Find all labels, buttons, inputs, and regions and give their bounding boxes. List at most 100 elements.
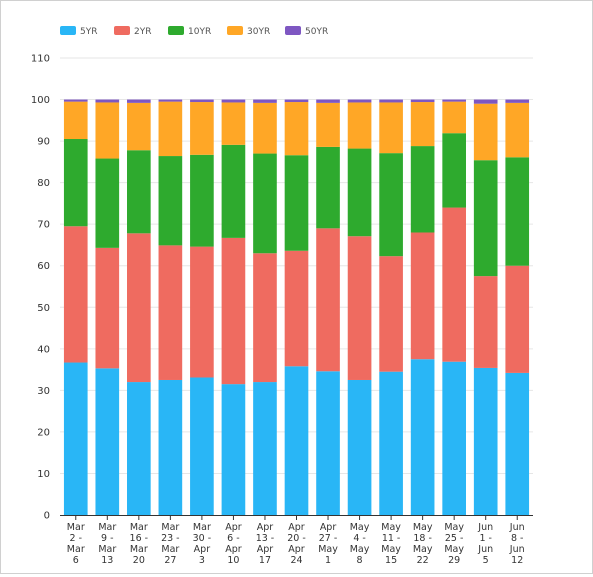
x-tick-label: Mar 30 -Apr 3 [193,522,212,566]
x-tick-label-line: 16 - [130,533,149,544]
bar-segment-10yr [284,155,309,251]
legend-swatch-10yr [168,26,184,35]
x-tick-label: May 18 -May 22 [413,522,433,566]
chart-legend: 5YR 2YR 10YR 30YR 50YR [60,26,328,37]
x-tick-label: Mar 9 -Mar 13 [98,522,116,566]
legend-swatch-2yr [114,26,130,35]
x-tick-label-line: Apr [194,544,211,555]
y-tick-label: 100 [31,95,50,106]
x-tick-label-line: Apr [225,544,242,555]
x-tick-label-line: Mar [193,522,211,533]
x-tick-label-line: 13 - [256,533,275,544]
bar-stack [379,99,403,515]
x-tick-label: Apr 6 -Apr 10 [225,522,242,566]
bar-stack [253,99,277,515]
x-tick-label-line: May [350,522,370,533]
bar-segment-10yr [190,154,214,247]
x-tick-label-line: May [350,544,370,555]
y-tick-label: 70 [37,220,50,231]
legend-swatch-50yr [285,26,301,35]
bar-segment-10yr [63,139,88,227]
bar-segment-50yr [379,99,403,103]
bar-segment-5yr [505,372,530,515]
bar-segment-2yr [379,256,403,372]
x-tick-label: May 11 -May 15 [381,522,401,566]
bar-segment-5yr [442,361,466,515]
bar-segment-30yr [442,101,466,134]
y-tick-label: 0 [44,511,50,522]
bar-segment-2yr [158,245,183,380]
x-tick-label-line: Mar [161,522,179,533]
y-tick-label: 90 [37,137,50,148]
x-tick-label-line: May [413,522,433,533]
y-tick-label: 30 [37,386,50,397]
legend-swatch-30yr [227,26,243,35]
x-tick-label-line: 11 - [382,533,401,544]
bar-segment-50yr [95,99,120,103]
bar-segment-10yr [221,144,246,238]
bar-segment-5yr [410,359,435,515]
bar-segment-2yr [442,207,466,362]
bar-segment-50yr [347,99,372,103]
x-tick-label-line: 12 [511,555,523,566]
x-tick-label: Mar 16 -Mar 20 [130,522,149,566]
bar-segment-5yr [316,371,340,515]
bar-stack [63,99,88,515]
bar-segment-10yr [379,153,403,257]
x-tick-label: Jun 8 -Jun 12 [509,522,525,566]
x-tick-label-line: May [413,544,433,555]
bar-segment-2yr [221,237,246,385]
x-tick-label-line: Mar [130,544,148,555]
x-tick-label-line: 17 [259,555,271,566]
bar-stack [221,99,246,515]
x-tick-label-line: Mar [98,544,116,555]
bar-segment-2yr [253,253,277,383]
bar-segment-10yr [158,156,183,246]
bar-segment-5yr [253,382,277,515]
x-tick-label-line: 13 [101,555,113,566]
y-tick-label: 60 [37,261,50,272]
x-tick-label-line: 30 - [193,533,212,544]
bar-segment-30yr [158,101,183,157]
bar-segment-5yr [221,384,246,515]
x-tick-label-line: 9 - [101,533,114,544]
bar-segment-5yr [127,382,151,515]
bar-segment-50yr [63,99,88,102]
bar-segment-30yr [410,102,435,147]
bar-segment-2yr [95,247,120,369]
x-tick-label: Apr 13 -Apr 17 [256,522,275,566]
x-tick-label-line: Mar [130,522,148,533]
bar-stack [442,99,466,515]
y-tick-label: 20 [37,427,50,438]
y-tick-label: 110 [31,54,50,65]
x-tick-label-line: 8 - [511,533,524,544]
bar-segment-2yr [190,246,214,378]
x-tick-label: Jun 1 -Jun 5 [477,522,493,566]
x-tick-label-line: 27 [164,555,176,566]
bar-segment-30yr [379,102,403,154]
bar-segment-30yr [127,102,151,151]
x-tick-label-line: 5 [483,555,489,566]
x-tick-label-line: Mar [67,544,85,555]
x-tick-label-line: 6 [73,555,79,566]
x-tick-label-line: May [444,544,464,555]
bar-segment-10yr [127,150,151,234]
bar-segment-50yr [190,99,214,103]
bar-segment-2yr [410,232,435,360]
bar-stack [410,99,435,515]
x-tick-label: May 4 -May 8 [350,522,370,566]
x-tick-label-line: 27 - [319,533,338,544]
bar-segment-30yr [284,102,309,156]
x-tick-label-line: May [444,522,464,533]
x-tick-label-line: Apr [257,522,274,533]
bar-segment-2yr [316,228,340,372]
x-tick-label-line: 1 [325,555,331,566]
bar-segment-50yr [284,99,309,103]
bar-stack [190,99,214,515]
y-tick-label: 80 [37,178,50,189]
bar-segment-5yr [379,371,403,515]
x-tick-label-line: 10 [227,555,239,566]
bar-stack [158,99,183,515]
bar-segment-30yr [316,102,340,147]
